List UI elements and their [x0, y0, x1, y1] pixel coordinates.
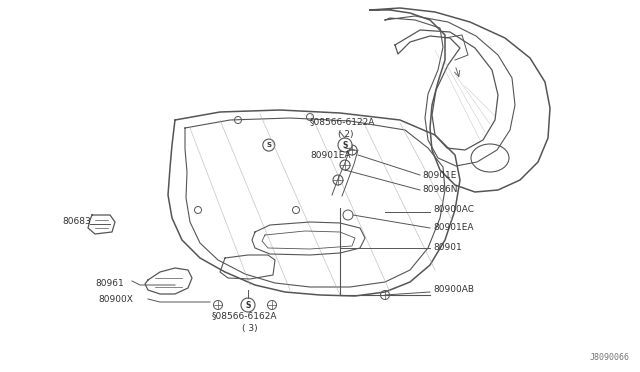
Circle shape — [214, 301, 223, 310]
Text: 80683: 80683 — [62, 218, 91, 227]
Text: 80901E: 80901E — [422, 170, 456, 180]
Circle shape — [241, 298, 255, 312]
Circle shape — [343, 210, 353, 220]
Text: S: S — [342, 141, 348, 150]
Text: 80901EA: 80901EA — [433, 224, 474, 232]
Text: 80900X: 80900X — [98, 295, 133, 305]
Text: ( 2): ( 2) — [338, 131, 353, 140]
Text: 80901EA: 80901EA — [310, 151, 351, 160]
Circle shape — [347, 145, 357, 155]
Circle shape — [338, 138, 352, 152]
Circle shape — [263, 139, 275, 151]
Circle shape — [340, 160, 350, 170]
Circle shape — [333, 175, 343, 185]
Text: 80901: 80901 — [433, 244, 461, 253]
Text: §08566-6122A: §08566-6122A — [310, 118, 376, 126]
Circle shape — [381, 291, 390, 299]
Text: §08566-6162A: §08566-6162A — [212, 311, 278, 321]
Text: 80961: 80961 — [95, 279, 124, 288]
Text: ( 3): ( 3) — [242, 324, 258, 333]
Text: 80900AC: 80900AC — [433, 205, 474, 215]
Text: J8090066: J8090066 — [590, 353, 630, 362]
Circle shape — [268, 301, 276, 310]
Text: S: S — [245, 301, 251, 310]
Text: 80900AB: 80900AB — [433, 285, 474, 295]
Text: S: S — [266, 142, 271, 148]
Text: 80986N: 80986N — [422, 186, 458, 195]
